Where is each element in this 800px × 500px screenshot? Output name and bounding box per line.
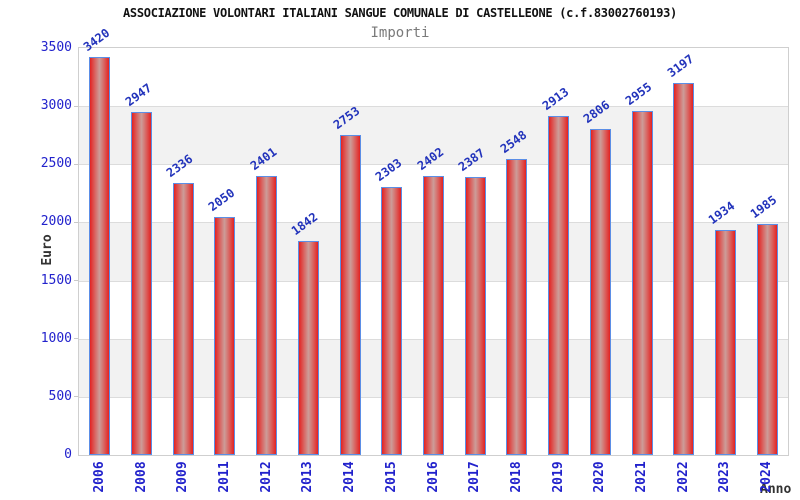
x-tick-label: 2009	[175, 461, 191, 493]
x-tick-label: 2019	[550, 461, 566, 493]
y-tick-label: 1500	[40, 272, 72, 288]
x-tick-label: 2017	[467, 461, 483, 493]
bar	[589, 129, 611, 455]
y-tick-mark	[74, 396, 78, 398]
plot-area: 3420 2947 2336 2050 2401 1842 2753 2303 2402 2387…	[78, 26, 789, 456]
y-tick-mark	[74, 280, 78, 282]
x-tick-label: 2012	[258, 461, 274, 493]
chart-subtitle: Importi	[370, 25, 430, 41]
x-tick-label: 2014	[342, 461, 358, 493]
y-tick-mark	[74, 338, 78, 340]
bar	[423, 176, 444, 455]
bar	[256, 176, 278, 455]
y-tick-mark	[74, 221, 78, 223]
y-tick-label: 3500	[40, 40, 72, 55]
y-tick-label: 2500	[40, 156, 72, 172]
y-tick-label: 2000	[40, 214, 72, 230]
bar	[172, 183, 194, 455]
y-axis-title: Euro	[40, 234, 55, 266]
x-tick-label: 2021	[634, 461, 650, 493]
x-tick-label: 2023	[717, 461, 733, 493]
bar-value-label: 2050	[205, 185, 238, 214]
x-tick-label: 2024	[759, 461, 775, 493]
bar	[297, 241, 319, 455]
bar-value-label: 3197	[664, 51, 697, 80]
x-tick-label: 2018	[508, 461, 524, 493]
bar	[131, 112, 153, 455]
bar	[673, 83, 695, 455]
bar-value-label: 2955	[622, 79, 655, 108]
plot-band	[79, 106, 788, 165]
chart-title: ASSOCIAZIONE VOLONTARI ITALIANI SANGUE C…	[123, 6, 677, 20]
y-tick-label: 3000	[40, 98, 72, 114]
x-tick-label: 2006	[91, 461, 107, 493]
bar	[714, 230, 736, 455]
y-tick-label: 0	[64, 447, 72, 462]
bar	[464, 177, 486, 455]
gridline	[79, 106, 788, 108]
bar	[339, 135, 361, 455]
bar	[89, 57, 111, 455]
x-tick-label: 2011	[216, 461, 232, 493]
y-tick-mark	[74, 163, 78, 165]
gridline	[79, 164, 788, 166]
x-axis-title: Anno	[760, 482, 792, 497]
x-tick-label: 2022	[675, 461, 691, 493]
x-tick-label: 2016	[425, 461, 441, 493]
x-tick-label: 2008	[133, 461, 149, 493]
bar	[506, 159, 528, 455]
x-tick-label: 2013	[300, 461, 316, 493]
y-tick-label: 1000	[40, 330, 72, 346]
y-tick-label: 500	[48, 388, 72, 404]
bar-value-label: 2947	[122, 80, 154, 109]
bar	[631, 111, 653, 455]
bar	[214, 217, 236, 455]
bar-value-label: 1985	[747, 192, 780, 221]
x-tick-label: 2015	[383, 461, 399, 493]
bar	[756, 224, 778, 455]
bar	[548, 116, 570, 455]
y-tick-mark	[74, 105, 78, 107]
x-tick-label: 2020	[592, 461, 608, 493]
bar	[381, 187, 403, 455]
